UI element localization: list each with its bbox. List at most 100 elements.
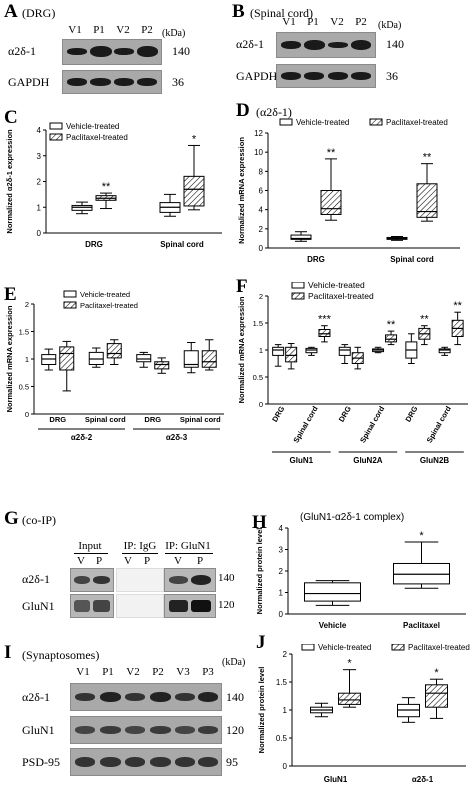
lane-label: P2	[141, 24, 153, 36]
box	[338, 346, 351, 356]
significance-marker: **	[420, 314, 429, 326]
y-tick-label: 12	[254, 129, 263, 138]
x-category-label: Spinal cord	[291, 404, 319, 444]
y-tick-label: 4	[259, 206, 264, 215]
mw-label: 95	[226, 755, 238, 769]
y-axis-label: Normalized mRNA expression	[237, 137, 246, 244]
group-label: IP: GluN1	[165, 540, 211, 552]
y-tick-label: 0	[25, 410, 29, 419]
band	[75, 757, 95, 767]
y-tick-label: 0	[259, 400, 263, 409]
x-category-label: DRG	[49, 415, 66, 424]
kda-label: (kDa)	[222, 657, 246, 668]
group-label: IP: IgG	[123, 540, 157, 552]
y-tick-label: 6	[259, 187, 264, 196]
row-label: GAPDH	[236, 69, 278, 83]
y-tick-label: 0	[283, 762, 288, 771]
y-tick-label: 0	[37, 229, 42, 238]
box	[272, 346, 285, 356]
blot-strip	[116, 594, 164, 618]
significance-marker: *	[434, 667, 439, 679]
y-tick-label: 2	[283, 650, 288, 659]
kda-label: (kDa)	[378, 20, 402, 31]
blot-strip	[70, 683, 222, 711]
y-tick-label: 1	[283, 706, 288, 715]
lane-label: V	[77, 555, 85, 567]
row-label: α2δ-1	[22, 572, 50, 586]
panel-g-title: (co-IP)	[22, 513, 56, 527]
legend-swatch	[369, 118, 383, 126]
band	[137, 78, 157, 86]
y-tick-label: 8	[259, 167, 264, 176]
x-category-label: DRG	[307, 255, 325, 264]
x-category-label: α2δ-1	[412, 775, 434, 784]
panel-b-title: (Spinal cord)	[250, 6, 313, 20]
chart-f: 0 0.5 1 1.5 2 Normalized mRNA expression DRG Sp…	[237, 282, 468, 465]
band	[100, 692, 121, 702]
row-label: α2δ-1	[8, 44, 36, 58]
lane-label: P1	[102, 666, 114, 678]
y-tick-label: 2	[259, 225, 264, 234]
y-tick-label: 2	[37, 178, 42, 187]
row-label: GluN1	[22, 723, 55, 737]
band	[137, 46, 158, 57]
chart-h: 0 1 2 3 4 Normalized protein level Vehicle Pacl…	[255, 524, 466, 630]
band	[74, 600, 90, 612]
lane-label: P	[143, 555, 151, 567]
panel-h-title: (GluN1-α2δ-1 complex)	[300, 512, 405, 523]
y-tick-label: 0	[279, 610, 284, 619]
lane-label: V	[124, 555, 132, 567]
group-label: GluN1	[290, 456, 314, 465]
chart-d: 0 2 4 6 8 10 12 Normalized mRNA expression DRG Sp…	[237, 118, 460, 264]
panel-i-title: (Synaptosomes)	[22, 648, 100, 662]
y-tick-label: 3	[37, 152, 42, 161]
panel-a-title: (DRG)	[22, 6, 56, 20]
blot-strip	[116, 568, 164, 592]
box	[318, 328, 331, 337]
significance-marker: **	[387, 319, 396, 331]
box	[136, 354, 152, 363]
band	[304, 40, 325, 50]
blot-strip	[70, 716, 222, 744]
mw-label: 36	[386, 69, 398, 83]
gluN1-underline	[165, 553, 213, 554]
x-category-label: GluN1	[324, 775, 348, 784]
lane-label: P2	[355, 16, 367, 28]
y-tick-label: 0.5	[276, 734, 288, 743]
band	[90, 46, 112, 57]
band	[281, 72, 301, 80]
panel-a: A (DRG) V1 P1 V2 P2 (kDa) α2δ-1 140 GAPD…	[0, 0, 230, 105]
legend-label: Vehicle-treated	[80, 290, 130, 299]
box	[438, 348, 451, 354]
band	[175, 757, 195, 767]
x-category-label: Spinal cord	[160, 240, 204, 249]
panel-d-letter: D	[236, 100, 250, 121]
y-tick-label: 1	[25, 355, 29, 364]
significance-marker: ***	[318, 314, 332, 326]
panel-f-letter: F	[236, 276, 248, 297]
lane-label: V2	[116, 24, 130, 36]
band	[114, 48, 134, 55]
significance-marker: *	[419, 530, 424, 542]
y-tick-label: 1.5	[19, 328, 29, 337]
row-label: GluN1	[22, 599, 55, 613]
x-category-label: Spinal cord	[85, 415, 126, 424]
significance-marker: **	[453, 300, 462, 312]
input-underline	[74, 553, 108, 554]
legend-label: Vehicle-treated	[308, 282, 365, 290]
blot-strip	[276, 64, 376, 88]
lane-label: P	[196, 555, 204, 567]
lane-label: P1	[93, 24, 105, 36]
legend-label: Paclitaxel-treated	[386, 118, 448, 127]
band	[198, 757, 218, 767]
y-tick-label: 4	[279, 524, 284, 533]
box	[71, 204, 93, 211]
panel-c-letter: C	[4, 107, 18, 128]
legend-swatch	[291, 282, 305, 289]
legend-swatch	[63, 301, 77, 309]
box	[183, 350, 199, 368]
kda-label: (kDa)	[162, 28, 186, 39]
panel-g: G (co-IP) Input IP: IgG IP: GluN1 V P V …	[0, 508, 235, 623]
box	[320, 190, 342, 215]
band	[114, 78, 134, 86]
